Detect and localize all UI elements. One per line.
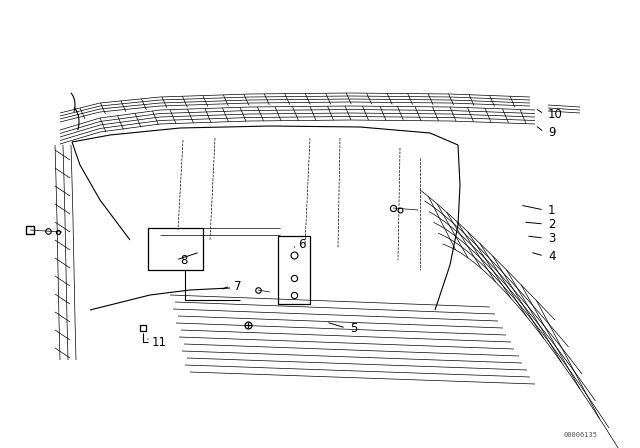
Text: 11: 11 — [152, 336, 167, 349]
Text: 3: 3 — [548, 232, 556, 245]
Text: 8: 8 — [180, 254, 188, 267]
Text: 00006135: 00006135 — [563, 432, 597, 438]
Text: 9: 9 — [548, 125, 556, 138]
Text: 6: 6 — [298, 237, 305, 250]
Text: 2: 2 — [548, 217, 556, 231]
Text: 5: 5 — [350, 322, 357, 335]
Text: 4: 4 — [548, 250, 556, 263]
Text: 7: 7 — [234, 280, 241, 293]
Bar — [148, 228, 203, 270]
Text: 10: 10 — [548, 108, 563, 121]
Text: 1: 1 — [548, 203, 556, 216]
Bar — [278, 236, 310, 304]
